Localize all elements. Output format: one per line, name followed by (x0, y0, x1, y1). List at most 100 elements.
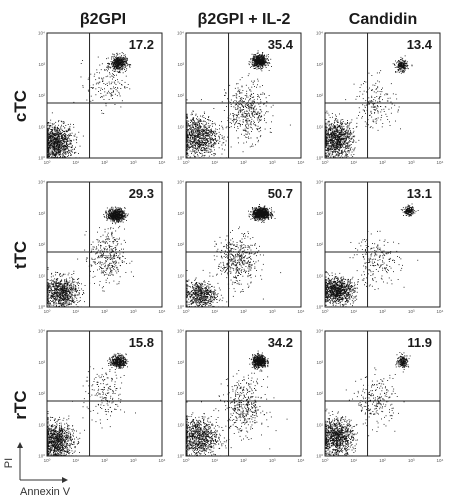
event-dot (108, 63, 110, 65)
event-dot (252, 62, 254, 63)
event-dot (57, 131, 59, 132)
event-dot (346, 126, 348, 128)
event-dot (104, 88, 105, 90)
event-dot (49, 126, 51, 128)
event-dot (201, 144, 202, 145)
event-dot (189, 142, 191, 143)
event-dot (399, 65, 400, 66)
event-dot (189, 132, 190, 134)
event-dot (346, 145, 348, 147)
event-dot (65, 129, 67, 131)
event-dot (115, 64, 117, 66)
event-dot (204, 138, 206, 140)
event-dot (329, 140, 330, 142)
event-dot (113, 77, 115, 78)
event-dot (124, 87, 126, 89)
event-dot (259, 62, 260, 64)
event-dot (338, 149, 340, 151)
event-dot (115, 80, 116, 81)
event-dot (211, 144, 212, 146)
event-dot (186, 133, 188, 134)
event-dot (51, 153, 53, 154)
event-dot (238, 96, 240, 97)
event-dot (406, 61, 408, 63)
event-dot (256, 59, 258, 61)
event-dot (210, 146, 212, 148)
event-dot (194, 130, 196, 132)
event-dot (351, 136, 353, 138)
event-dot (194, 129, 196, 131)
event-dot (192, 123, 194, 125)
event-dot (125, 65, 127, 67)
event-dot (57, 153, 59, 155)
event-dot (47, 125, 49, 126)
event-dot (260, 64, 262, 65)
event-dot (334, 127, 336, 129)
event-dot (113, 74, 114, 75)
event-dot (206, 134, 208, 136)
event-dot (198, 126, 200, 127)
event-dot (252, 100, 254, 102)
event-dot (327, 141, 329, 143)
event-dot (211, 130, 212, 132)
event-dot (198, 144, 200, 145)
event-dot (70, 139, 72, 141)
event-dot (61, 149, 63, 151)
event-dot (191, 151, 193, 153)
event-dot (335, 135, 337, 137)
event-dot (48, 137, 50, 139)
event-dot (188, 147, 190, 149)
event-dot (328, 129, 330, 131)
event-dot (190, 127, 192, 129)
event-dot (119, 68, 121, 70)
event-dot (254, 86, 255, 87)
event-dot (189, 146, 190, 148)
event-dot (398, 67, 400, 69)
event-dot (99, 64, 101, 66)
event-dot (217, 139, 219, 141)
event-dot (335, 130, 337, 131)
event-dot (201, 143, 202, 145)
event-dot (398, 60, 400, 62)
event-dot (354, 135, 356, 137)
event-dot (65, 153, 67, 155)
event-dot (267, 65, 269, 66)
event-dot (59, 129, 60, 131)
event-dot (398, 65, 400, 67)
event-dot (57, 139, 59, 141)
event-dot (333, 151, 335, 153)
event-dot (254, 55, 255, 57)
event-dot (56, 143, 58, 145)
event-dot (253, 111, 255, 113)
event-dot (343, 131, 345, 133)
event-dot (209, 151, 211, 153)
event-dot (263, 61, 265, 63)
event-dot (202, 150, 203, 151)
event-dot (337, 140, 338, 141)
event-dot (330, 140, 332, 141)
event-dot (227, 120, 229, 121)
event-dot (395, 71, 397, 73)
y-tick-label: 10¹ (177, 124, 184, 129)
event-dot (56, 153, 58, 155)
event-dot (194, 136, 195, 138)
event-dot (48, 147, 49, 149)
event-dot (337, 134, 339, 136)
event-dot (90, 73, 92, 75)
event-dot (406, 64, 408, 66)
event-dot (51, 126, 53, 128)
event-dot (205, 124, 207, 125)
event-dot (241, 105, 243, 107)
event-dot (70, 155, 72, 156)
event-dot (199, 144, 200, 146)
event-dot (402, 70, 404, 72)
event-dot (338, 143, 339, 145)
event-dot (115, 55, 117, 57)
plot-frame (185, 32, 302, 159)
event-dot (117, 57, 119, 58)
event-dot (336, 154, 338, 156)
event-dot (200, 138, 202, 139)
event-dot (194, 120, 195, 122)
event-dot (256, 117, 258, 119)
